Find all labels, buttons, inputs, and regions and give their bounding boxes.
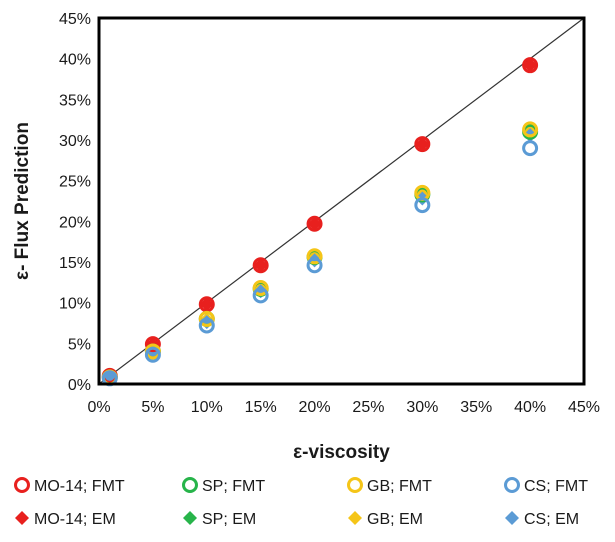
- legend-marker-circle: [182, 477, 198, 493]
- y-tick-label: 35%: [59, 92, 91, 109]
- legend: MO-14; FMT SP; FMT GB; FMT CS; FMT MO-14; EM…: [14, 477, 588, 528]
- y-tick-label: 10%: [59, 296, 91, 313]
- data-point-circle: [522, 57, 539, 74]
- legend-marker-circle: [504, 477, 520, 493]
- legend-marker-circle: [14, 477, 30, 493]
- data-point-diamond: [199, 297, 214, 312]
- series-mo-14-fmt: [101, 57, 539, 384]
- data-point-diamond: [253, 258, 268, 273]
- y-tick-labels: 0% 5% 10% 15% 20% 25% 30% 35% 40% 45%: [59, 11, 91, 394]
- plot-frame: [97, 16, 586, 386]
- legend-marker-diamond: [15, 511, 29, 525]
- y-tick-label: 5%: [68, 336, 91, 353]
- data-point-circle: [144, 346, 161, 363]
- y-tick-label: 0%: [68, 377, 91, 394]
- x-axis-title: ε-viscosity: [293, 442, 390, 463]
- reference-line-y-equals-x: [98, 17, 585, 385]
- data-point-circle: [306, 248, 323, 265]
- legend-item: SP; EM: [183, 511, 256, 528]
- data-point-circle: [522, 140, 539, 157]
- data-point-diamond: [307, 216, 322, 231]
- legend-item: CS; FMT: [504, 477, 588, 495]
- y-tick-label: 25%: [59, 174, 91, 191]
- legend-marker-diamond: [348, 511, 362, 525]
- legend-label: MO-14; EM: [34, 511, 116, 528]
- legend-item: MO-14; FMT: [14, 477, 125, 495]
- legend-item: MO-14; EM: [15, 511, 116, 528]
- x-tick-label: 25%: [352, 399, 384, 416]
- legend-label: MO-14; FMT: [34, 478, 125, 495]
- data-point-circle: [306, 215, 323, 232]
- data-point-circle: [252, 287, 269, 304]
- y-tick-label: 45%: [59, 11, 91, 28]
- data-point-circle: [306, 257, 323, 274]
- y-tick-label: 40%: [59, 52, 91, 69]
- y-axis-title: ε- Flux Prediction: [12, 122, 33, 280]
- data-point-circle: [198, 317, 215, 334]
- x-tick-label: 10%: [191, 399, 223, 416]
- y-tick-label: 30%: [59, 133, 91, 150]
- x-tick-label: 15%: [245, 399, 277, 416]
- x-tick-label: 40%: [514, 399, 546, 416]
- legend-label: GB; FMT: [367, 478, 432, 495]
- legend-item: CS; EM: [505, 511, 579, 528]
- data-point-circle: [252, 257, 269, 274]
- data-point-diamond: [523, 58, 538, 73]
- x-tick-label: 30%: [406, 399, 438, 416]
- series-gb-fmt: [101, 121, 539, 386]
- legend-label: SP; EM: [202, 511, 256, 528]
- x-tick-label: 0%: [87, 399, 110, 416]
- legend-marker-diamond: [505, 511, 519, 525]
- series-cs-fmt: [101, 140, 539, 387]
- data-point-circle: [198, 296, 215, 313]
- x-tick-label: 35%: [460, 399, 492, 416]
- x-tick-label: 20%: [299, 399, 331, 416]
- data-point-circle: [414, 197, 431, 214]
- data-point-circle: [198, 310, 215, 327]
- legend-marker-circle: [347, 477, 363, 493]
- data-point-circle: [252, 280, 269, 297]
- y-tick-label: 15%: [59, 255, 91, 272]
- legend-label: GB; EM: [367, 511, 423, 528]
- legend-label: CS; EM: [524, 511, 579, 528]
- data-point-circle: [144, 336, 161, 353]
- plot-marks: [98, 17, 585, 387]
- legend-label: CS; FMT: [524, 478, 588, 495]
- x-tick-labels: 0% 5% 10% 15% 20% 25% 30% 35% 40% 45%: [87, 399, 600, 416]
- y-tick-label: 20%: [59, 214, 91, 231]
- data-point-circle: [414, 136, 431, 153]
- legend-item: GB; FMT: [347, 477, 432, 495]
- legend-item: SP; FMT: [182, 477, 265, 495]
- data-point-diamond: [415, 137, 430, 152]
- legend-marker-diamond: [183, 511, 197, 525]
- x-tick-label: 5%: [141, 399, 164, 416]
- x-tick-label: 45%: [568, 399, 600, 416]
- data-point-circle: [522, 121, 539, 138]
- legend-item: GB; EM: [348, 511, 423, 528]
- legend-label: SP; FMT: [202, 478, 265, 495]
